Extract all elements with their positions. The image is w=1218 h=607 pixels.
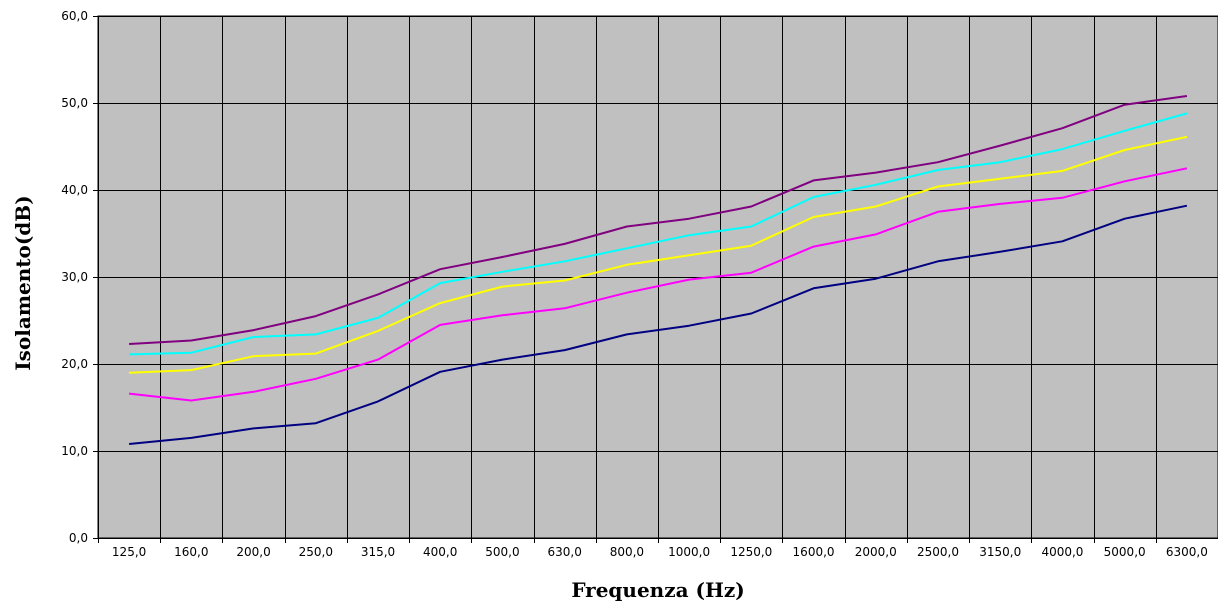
x-tick-label: 200,0 <box>236 545 270 559</box>
series-line-5 <box>129 204 1188 445</box>
y-tick-labels: 0,0 10,0 20,0 30,0 40,0 50,0 60,0 <box>61 9 88 545</box>
x-tick-labels: 125,0 160,0 200,0 250,0 315,0 400,0 500,0 630,0… <box>112 545 1208 559</box>
x-tick-label: 1600,0 <box>793 545 835 559</box>
x-tick-label: 160,0 <box>174 545 208 559</box>
x-tick-label: 1000,0 <box>668 545 710 559</box>
x-tick-label: 2000,0 <box>855 545 897 559</box>
y-tick-label: 30,0 <box>61 270 88 284</box>
y-tick-label: 10,0 <box>61 444 88 458</box>
series-line-3 <box>129 135 1188 374</box>
gridlines <box>93 16 1218 543</box>
x-tick-label: 500,0 <box>485 545 519 559</box>
x-tick-label: 3150,0 <box>979 545 1021 559</box>
x-tick-label: 2500,0 <box>917 545 959 559</box>
x-tick-label: 5000,0 <box>1104 545 1146 559</box>
x-tick-label: 1250,0 <box>730 545 772 559</box>
x-tick-label: 6300,0 <box>1166 545 1208 559</box>
y-tick-label: 40,0 <box>61 183 88 197</box>
y-tick-label: 60,0 <box>61 9 88 23</box>
x-tick-label: 4000,0 <box>1041 545 1083 559</box>
x-axis-title: Frequenza (Hz) <box>571 578 744 602</box>
x-tick-label: 630,0 <box>547 545 581 559</box>
x-tick-label: 125,0 <box>112 545 146 559</box>
y-tick-label: 20,0 <box>61 357 88 371</box>
series-line-4 <box>128 167 1188 402</box>
x-tick-label: 400,0 <box>423 545 457 559</box>
series-line-1 <box>129 95 1188 345</box>
x-tick-label: 250,0 <box>299 545 333 559</box>
series-layer <box>128 95 1188 445</box>
x-tick-label: 315,0 <box>361 545 395 559</box>
x-tick-label: 800,0 <box>610 545 644 559</box>
series-line-2 <box>129 112 1188 356</box>
y-axis-title: Isolamento(dB) <box>11 195 35 370</box>
y-tick-label: 0,0 <box>69 531 88 545</box>
y-tick-label: 50,0 <box>61 96 88 110</box>
